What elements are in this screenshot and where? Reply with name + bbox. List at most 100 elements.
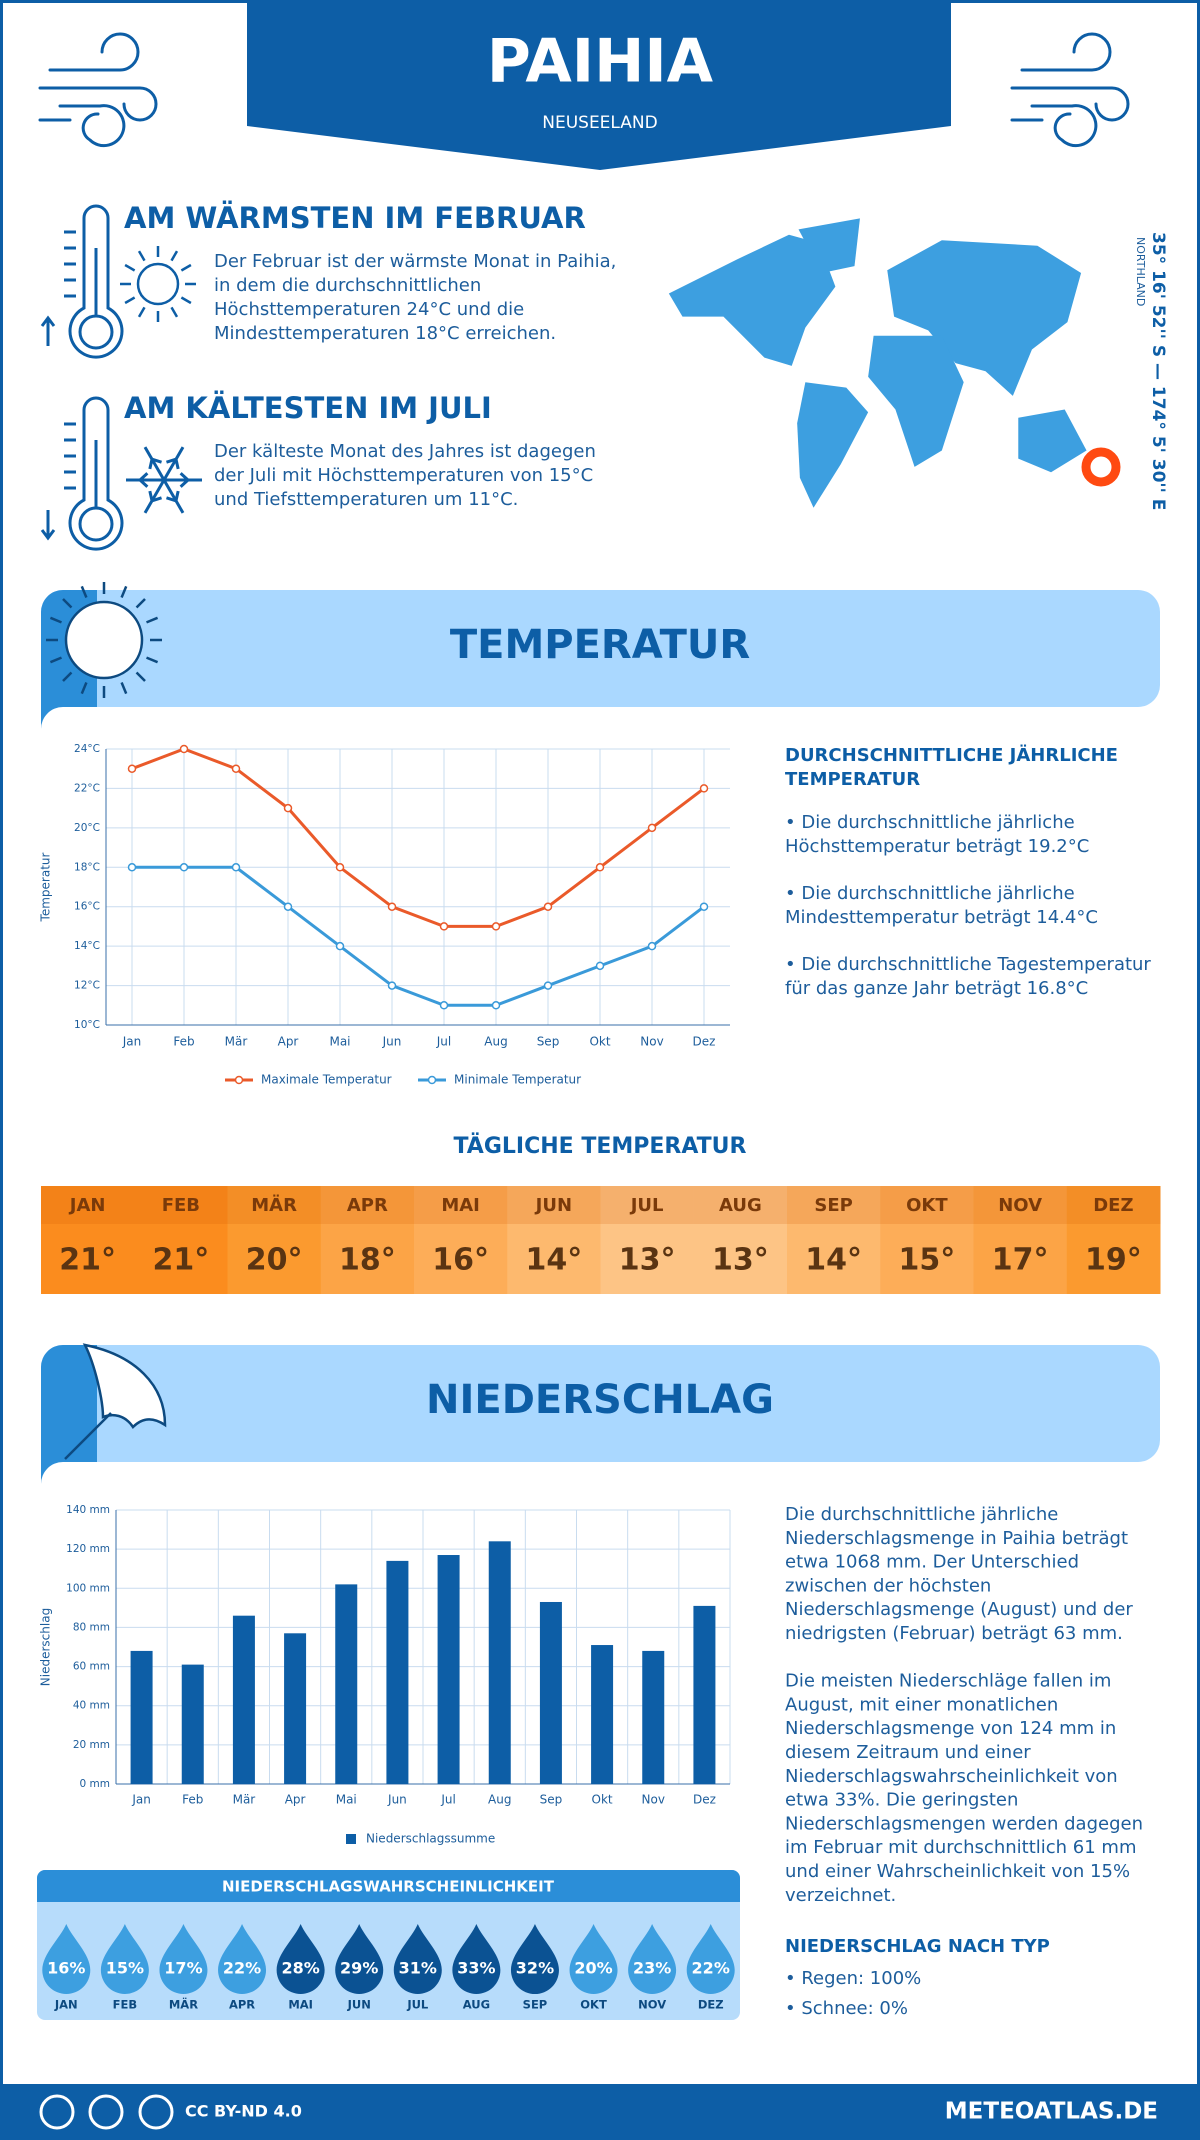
data-point xyxy=(543,902,553,911)
highlight-text: in dem die durchschnittlichen xyxy=(214,275,481,296)
x-tick-label: Mär xyxy=(225,1035,248,1049)
thermo-bulb xyxy=(78,314,114,350)
sun-icon xyxy=(120,246,196,322)
section-banner xyxy=(41,1345,1160,1462)
series-line xyxy=(131,747,705,928)
daily-cell xyxy=(693,1186,788,1294)
y-tick-label: 40 mm xyxy=(73,1700,110,1712)
daily-month: MÄR xyxy=(251,1194,297,1216)
sun-core xyxy=(136,262,180,306)
x-tick-label: Dez xyxy=(693,1793,716,1807)
flake-branch xyxy=(148,490,162,503)
thermo-body xyxy=(68,396,124,551)
daily-header-shade xyxy=(787,1186,881,1224)
continent xyxy=(887,240,1082,396)
daily-header-shade xyxy=(41,1186,135,1224)
wind-stroke xyxy=(1020,32,1112,72)
daily-cell xyxy=(227,1186,322,1294)
x-tick-label: Feb xyxy=(173,1035,194,1049)
probability-value: 31% xyxy=(399,1959,437,1978)
y-tick-label: 20°C xyxy=(74,822,100,834)
flake-branch xyxy=(148,457,162,470)
sun-ray xyxy=(146,616,159,624)
y-tick-label: 16°C xyxy=(74,901,100,913)
precip-text: Niederschlagsmenge von 124 mm in xyxy=(785,1718,1116,1739)
data-point xyxy=(179,744,189,754)
sun-banner-icon xyxy=(46,582,162,698)
x-tick-label: Apr xyxy=(278,1035,299,1049)
bar xyxy=(642,1650,665,1784)
probability-value: 29% xyxy=(340,1959,378,1978)
daily-header-shade xyxy=(600,1186,695,1224)
section-banner xyxy=(41,590,1160,707)
probability-value: 28% xyxy=(281,1959,319,1978)
precip-text: diesem Zeitraum und einer xyxy=(785,1742,1031,1763)
x-tick-label: Mär xyxy=(233,1793,256,1807)
probability-drop xyxy=(628,1924,677,1994)
wind-stroke xyxy=(58,104,126,148)
probability-month: MAI xyxy=(288,1998,313,2012)
y-tick-label: 140 mm xyxy=(66,1504,110,1516)
sun-ray xyxy=(135,671,146,682)
sun-ray xyxy=(137,250,146,262)
flake-branch xyxy=(166,490,180,503)
bar xyxy=(539,1601,562,1784)
probability-month: APR xyxy=(229,1998,255,2012)
umbrella-icon xyxy=(64,1343,167,1460)
footer-bar xyxy=(0,2084,1200,2140)
highlight-text: der Juli mit Höchsttemperaturen von 15°C xyxy=(214,465,593,486)
probability-value: 33% xyxy=(457,1959,495,1978)
probability-value: 22% xyxy=(223,1959,261,1978)
daily-month: OKT xyxy=(906,1195,948,1216)
y-tick-label: 14°C xyxy=(74,940,100,952)
sun-ray xyxy=(124,296,136,305)
precip-text: Die durchschnittliche jährliche xyxy=(785,1504,1058,1525)
probability-drop xyxy=(569,1924,618,1994)
y-tick-label: 24°C xyxy=(74,743,100,755)
coordinates: 35° 16' 52'' S — 174° 5' 30'' E xyxy=(1148,232,1168,510)
x-tick-label: Sep xyxy=(540,1793,563,1807)
daily-cell xyxy=(600,1186,695,1294)
daily-header-shade xyxy=(320,1186,415,1224)
flake-arm xyxy=(162,479,185,514)
daily-cell xyxy=(787,1186,881,1294)
series-line xyxy=(132,865,705,1007)
probability-month: JAN xyxy=(54,1998,78,2012)
x-tick-label: Jan xyxy=(131,1793,151,1807)
x-tick-label: Nov xyxy=(642,1793,665,1807)
daily-header-shade xyxy=(693,1186,788,1224)
probability-value: 22% xyxy=(692,1959,730,1978)
precip-text: August, mit einer monatlichen xyxy=(785,1694,1058,1715)
sun-ray xyxy=(49,656,62,664)
probability-month: SEP xyxy=(523,1998,548,2012)
precip-text: und einer Wahrscheinlichkeit von 15% xyxy=(785,1861,1130,1882)
daily-title: TÄGLICHE TEMPERATUR xyxy=(454,1133,747,1159)
sun-ray xyxy=(170,250,179,262)
x-tick-label: Jan xyxy=(122,1035,142,1049)
precip-text: etwa 1068 mm. Der Unterschied xyxy=(785,1552,1079,1573)
world-map xyxy=(668,218,1087,508)
probability-month: AUG xyxy=(463,1998,490,2012)
wind-stroke xyxy=(1030,104,1098,148)
daily-header-shade xyxy=(414,1186,508,1224)
probability-value: 17% xyxy=(164,1959,202,1978)
x-tick-label: Jun xyxy=(387,1793,407,1807)
bar xyxy=(488,1541,511,1784)
thermo-arrow xyxy=(40,510,56,541)
daily-value: 13° xyxy=(712,1243,769,1278)
summary-item: • Die durchschnittliche Tagestemperatur xyxy=(785,954,1151,975)
wind-stroke xyxy=(1010,86,1130,122)
y-tick-label: 100 mm xyxy=(66,1582,110,1594)
daily-cell xyxy=(1066,1186,1161,1294)
probability-value: 20% xyxy=(574,1959,612,1978)
probability-box xyxy=(37,1870,740,2020)
flake-branch xyxy=(179,472,191,488)
sun-ray xyxy=(180,296,192,305)
precip-text: Niederschlagswahrscheinlichkeit von xyxy=(785,1766,1118,1787)
highlight-text: Mindesttemperaturen 18°C erreichen. xyxy=(214,323,556,344)
bar xyxy=(437,1555,460,1784)
daily-value: 13° xyxy=(619,1243,676,1278)
thermometer-icon xyxy=(40,204,124,359)
y-axis-label: Temperatur xyxy=(39,852,53,922)
probability-drop xyxy=(686,1924,735,1994)
